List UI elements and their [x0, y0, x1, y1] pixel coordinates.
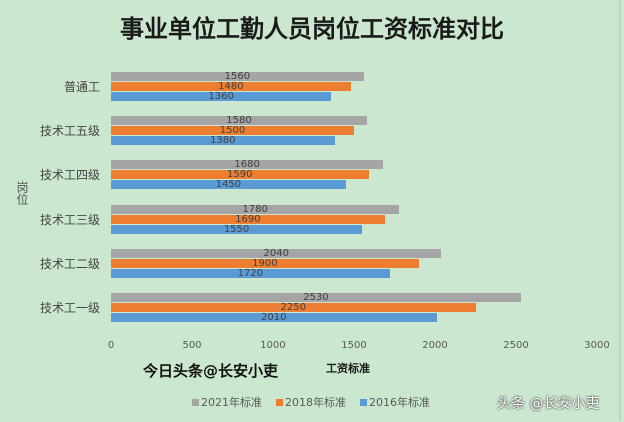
legend-swatch — [360, 398, 367, 406]
x-tick: 2000 — [422, 340, 448, 351]
bar — [111, 215, 385, 224]
bar — [111, 180, 346, 189]
bar — [111, 225, 363, 234]
bar — [111, 82, 351, 91]
category-label: 技术工四级 — [39, 168, 100, 182]
legend-label: 2016年标准 — [369, 396, 430, 409]
value-label: 1680 — [234, 159, 260, 170]
category-label: 技术工一级 — [39, 301, 100, 315]
watermark-center: 今日头条@长安小吏 — [143, 362, 279, 380]
value-label: 1900 — [252, 258, 278, 269]
value-label: 1380 — [210, 135, 236, 146]
bar — [111, 136, 335, 145]
value-label: 2250 — [280, 302, 306, 313]
x-axis-label: 工资标准 — [326, 362, 370, 375]
value-label: 1450 — [215, 179, 242, 190]
legend: 2021年标准 2018年标准 2016年标准 — [192, 394, 430, 410]
category-label: 普通工 — [63, 80, 100, 94]
value-label: 1560 — [224, 71, 251, 82]
bar — [111, 313, 437, 322]
category-label: 技术工二级 — [39, 257, 100, 271]
bar — [111, 293, 521, 302]
x-tick: 3000 — [584, 340, 610, 351]
legend-item-2018: 2018年标准 — [276, 394, 346, 410]
category-label: 技术工三级 — [39, 213, 100, 227]
legend-item-2016: 2016年标准 — [360, 394, 430, 410]
chart-title: 事业单位工勤人员岗位工资标准对比 — [120, 14, 504, 43]
bar — [111, 160, 384, 169]
x-tick: 500 — [182, 340, 202, 351]
bar — [111, 72, 364, 81]
legend-swatch — [276, 398, 283, 406]
legend-label: 2021年标准 — [201, 396, 262, 409]
value-label: 1590 — [227, 169, 253, 180]
value-label: 1550 — [223, 224, 250, 235]
x-tick: 0 — [107, 340, 115, 351]
value-label: 1360 — [208, 91, 234, 102]
legend-swatch — [192, 398, 199, 406]
value-label: 1580 — [226, 115, 252, 126]
x-tick: 1000 — [260, 340, 286, 351]
y-axis-label: 岗位 — [15, 181, 29, 205]
bar — [111, 92, 332, 101]
bar — [111, 259, 419, 268]
value-label: 1480 — [218, 81, 244, 92]
legend-label: 2018年标准 — [285, 396, 346, 409]
value-label: 1500 — [219, 125, 246, 136]
x-tick: 2500 — [503, 340, 529, 351]
value-label: 1720 — [237, 268, 264, 279]
bar — [111, 116, 367, 125]
value-label: 2040 — [263, 248, 289, 259]
value-label: 2530 — [303, 292, 329, 303]
value-label: 1780 — [242, 204, 268, 215]
bar — [111, 170, 369, 179]
legend-item-2021: 2021年标准 — [192, 394, 262, 410]
value-label: 2010 — [261, 312, 287, 323]
x-tick: 1500 — [341, 340, 367, 351]
bar — [111, 249, 442, 258]
bar — [111, 205, 400, 214]
bar — [111, 303, 476, 312]
category-label: 技术工五级 — [39, 124, 100, 138]
watermark-corner: 头条 @长安小吏 — [497, 396, 600, 412]
value-label: 1690 — [235, 214, 261, 225]
bar — [111, 126, 354, 135]
bar — [111, 269, 390, 278]
